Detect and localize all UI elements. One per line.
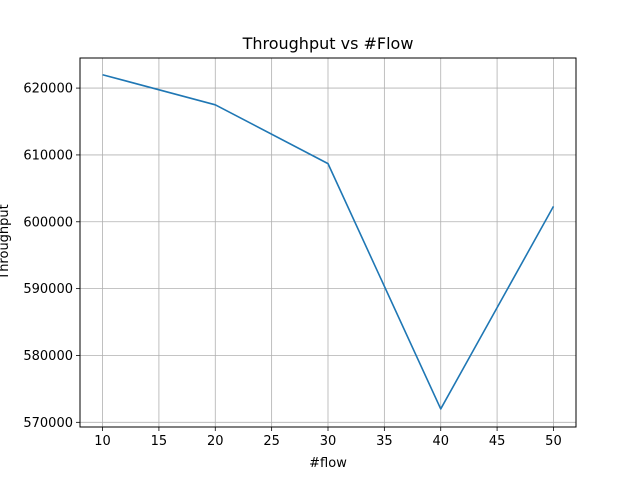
x-tick-label: 30 (320, 434, 337, 449)
x-tick-label: 25 (263, 434, 280, 449)
x-tick-label: 40 (432, 434, 449, 449)
y-tick-label: 590000 (23, 282, 73, 297)
x-tick-label: 20 (207, 434, 224, 449)
x-tick-label: 35 (376, 434, 393, 449)
ticks: 10 15 20 25 30 35 40 45 50 570000 580000 590000 6000… (23, 82, 561, 449)
x-tick-label: 15 (151, 434, 168, 449)
y-tick-label: 610000 (23, 148, 73, 163)
x-axis-label: #flow (309, 456, 347, 471)
grid (80, 58, 576, 427)
x-tick-label: 50 (545, 434, 562, 449)
y-axis-label: Throughput (0, 204, 12, 281)
y-tick-label: 580000 (23, 349, 73, 364)
chart-title: Throughput vs #Flow (242, 34, 414, 53)
x-tick-label: 10 (94, 434, 111, 449)
y-tick-label: 570000 (23, 416, 73, 431)
y-tick-label: 600000 (23, 215, 73, 230)
y-tick-label: 620000 (23, 82, 73, 97)
x-tick-label: 45 (489, 434, 506, 449)
